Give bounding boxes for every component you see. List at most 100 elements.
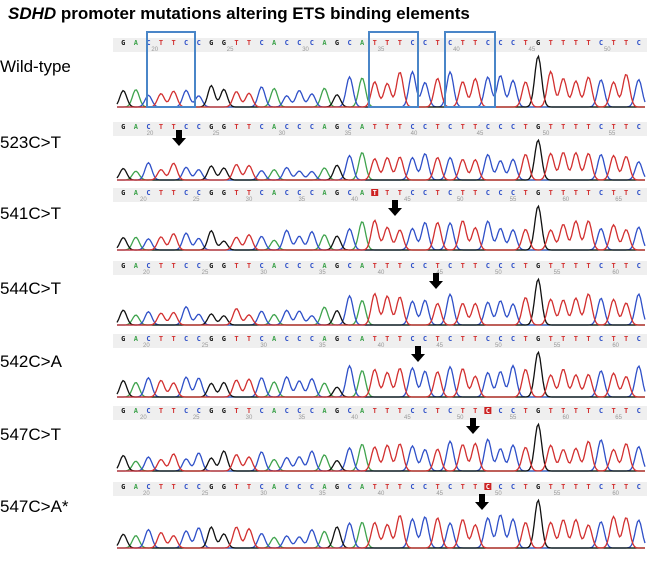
base-letter: T <box>435 335 439 343</box>
position-number: 40 <box>378 270 385 276</box>
base-letter: T <box>624 407 628 415</box>
base-letter: A <box>360 123 365 131</box>
base-letter: C <box>197 189 201 197</box>
base-letter: T <box>435 123 439 131</box>
base-letter: T <box>171 483 175 491</box>
base-letter: G <box>222 39 226 47</box>
base-letter: T <box>461 39 465 47</box>
position-number: 60 <box>612 491 619 497</box>
base-letter: G <box>222 123 226 131</box>
base-letter: T <box>473 189 477 197</box>
base-letter: A <box>322 335 327 343</box>
base-letter: A <box>322 39 327 47</box>
base-letter: T <box>373 39 377 47</box>
base-letter: C <box>197 483 201 491</box>
base-letter: T <box>398 335 402 343</box>
base-letter: C <box>297 189 301 197</box>
trace-g <box>116 204 645 251</box>
gene-name: SDHD <box>8 4 57 23</box>
mutation-marker <box>484 407 492 414</box>
base-letter: C <box>259 483 263 491</box>
position-number: 45 <box>436 343 443 349</box>
base-letter: T <box>574 189 578 197</box>
base-letter: C <box>486 123 490 131</box>
trace-a <box>117 221 645 251</box>
track-label-542c-a: 542C>A <box>0 352 62 371</box>
base-letter: T <box>586 189 590 197</box>
base-letter: C <box>599 407 603 415</box>
base-letter: T <box>435 407 439 415</box>
base-letter: T <box>586 335 590 343</box>
down-arrow-icon <box>172 130 186 146</box>
base-letter: T <box>159 189 163 197</box>
base-letter: C <box>259 189 263 197</box>
position-number: 60 <box>612 270 619 276</box>
base-letter: T <box>523 483 527 491</box>
base-letter: C <box>310 189 314 197</box>
base-letter: C <box>511 407 515 415</box>
base-letter: A <box>272 189 277 197</box>
position-number: 50 <box>495 270 502 276</box>
trace-t <box>117 440 645 472</box>
base-letter: C <box>285 39 289 47</box>
sequence-strip <box>113 334 647 348</box>
position-number: 25 <box>213 131 220 137</box>
base-letter: C <box>410 483 414 491</box>
base-letter: A <box>360 39 365 47</box>
base-letter: T <box>247 407 251 415</box>
base-letter: T <box>234 39 238 47</box>
position-number: 40 <box>378 343 385 349</box>
base-letter: T <box>561 335 565 343</box>
sequence-strip <box>113 406 647 420</box>
base-letter: A <box>134 123 139 131</box>
base-letter: T <box>549 262 553 270</box>
base-letter: C <box>297 123 301 131</box>
base-letter: C <box>285 262 289 270</box>
trace-t <box>117 219 645 251</box>
base-letter: C <box>423 262 427 270</box>
base-letter: T <box>461 335 465 343</box>
base-letter: T <box>398 262 402 270</box>
base-letter: T <box>611 483 615 491</box>
base-letter: T <box>624 123 628 131</box>
base-letter: T <box>247 483 251 491</box>
base-letter: T <box>247 123 251 131</box>
base-letter: C <box>486 335 490 343</box>
base-letter: C <box>410 123 414 131</box>
position-number: 20 <box>147 131 154 137</box>
base-letter: A <box>322 123 327 131</box>
ets-binding-box <box>146 31 196 108</box>
base-letter: T <box>561 407 565 415</box>
base-letter: T <box>398 123 402 131</box>
position-number: 65 <box>615 197 622 203</box>
base-letter: C <box>197 407 201 415</box>
base-letter: C <box>146 483 150 491</box>
base-letter: C <box>637 189 641 197</box>
base-letter: C <box>297 335 301 343</box>
base-letter: C <box>197 335 201 343</box>
base-letter: C <box>637 39 641 47</box>
base-letter: A <box>360 407 365 415</box>
position-number: 55 <box>554 491 561 497</box>
base-letter: C <box>310 483 314 491</box>
base-letter: T <box>171 335 175 343</box>
down-arrow-icon <box>466 418 480 434</box>
base-letter: T <box>171 123 175 131</box>
base-letter: C <box>448 189 452 197</box>
base-letter: T <box>523 39 527 47</box>
position-number: 55 <box>554 270 561 276</box>
position-number: 30 <box>279 131 286 137</box>
sequence-strip <box>113 122 647 136</box>
base-letter: T <box>385 39 389 47</box>
base-letter: T <box>435 39 439 47</box>
base-letter: T <box>561 123 565 131</box>
position-number: 20 <box>151 47 158 53</box>
base-letter: C <box>448 335 452 343</box>
base-letter: C <box>637 483 641 491</box>
base-letter: T <box>611 335 615 343</box>
base-letter: T <box>461 483 465 491</box>
position-number: 40 <box>351 415 358 421</box>
base-letter: T <box>159 123 163 131</box>
base-letter: G <box>209 407 213 415</box>
base-letter: C <box>146 407 150 415</box>
